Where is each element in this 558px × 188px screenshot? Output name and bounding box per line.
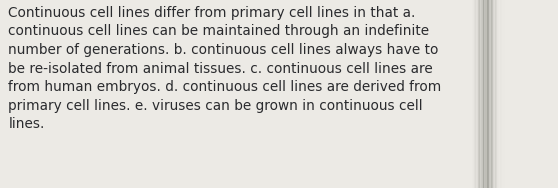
Text: Continuous cell lines differ from primary cell lines in that a.
continuous cell : Continuous cell lines differ from primar… — [8, 6, 441, 131]
